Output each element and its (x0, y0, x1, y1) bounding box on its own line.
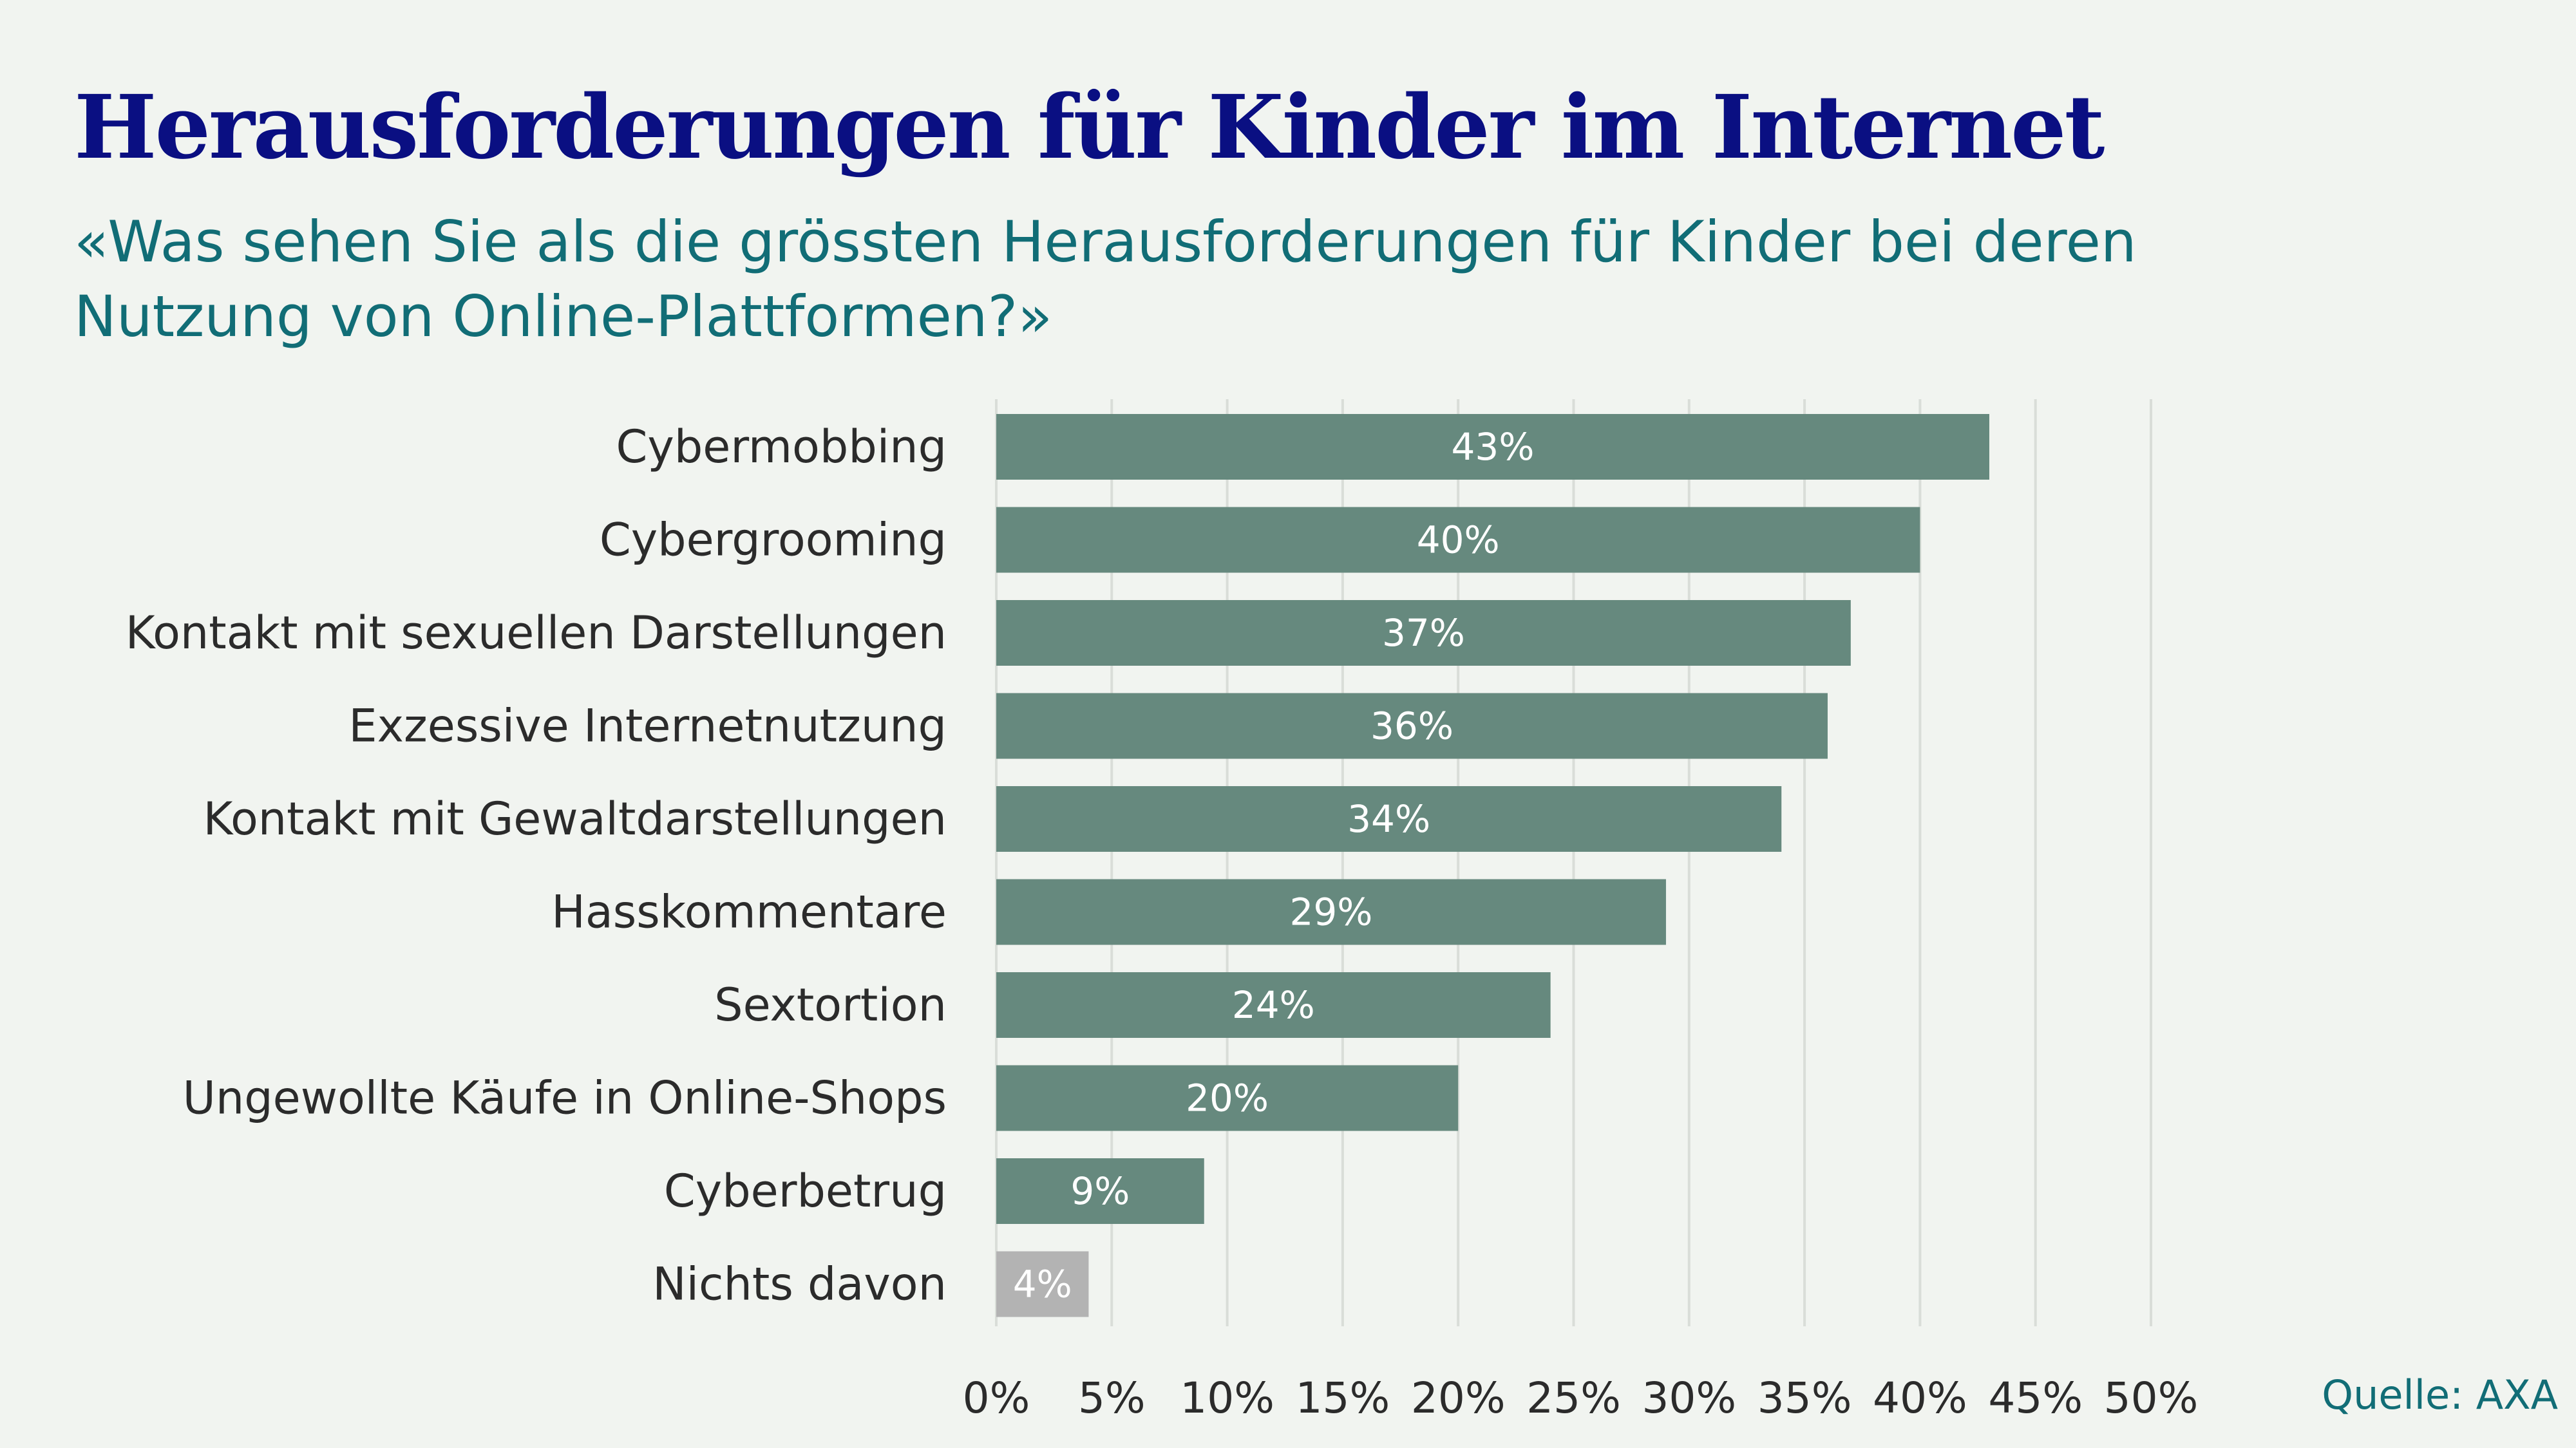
x-tick-label: 15% (1296, 1373, 1390, 1423)
x-tick-label: 10% (1180, 1373, 1274, 1423)
bar-value-label: 37% (1382, 611, 1465, 655)
category-labels: Cybermobbing Cybergrooming Kontakt mit sex… (126, 420, 947, 1311)
x-tick-label: 5% (1078, 1373, 1146, 1423)
x-tick-label: 30% (1642, 1373, 1736, 1423)
bar (996, 507, 1920, 573)
bar (996, 972, 1551, 1038)
bar (996, 786, 1782, 852)
bar-value-label: 40% (1417, 518, 1500, 562)
bar-value-label: 24% (1232, 983, 1315, 1027)
category-label: Cyberbetrug (664, 1165, 947, 1218)
category-label: Nichts davon (652, 1258, 947, 1311)
x-tick-label: 45% (1988, 1373, 2083, 1423)
category-label: Kontakt mit Gewaltdarstellungen (204, 793, 947, 845)
chart-title: Herausforderungen für Kinder im Internet (74, 76, 2105, 179)
bar (996, 414, 1989, 480)
source-note: Quelle: AXA (2322, 1371, 2558, 1418)
bar (996, 1065, 1459, 1131)
bar (996, 600, 1851, 666)
category-label: Cybermobbing (616, 420, 947, 473)
bar-value-label: 36% (1370, 704, 1454, 748)
category-label: Ungewollte Käufe in Online-Shops (183, 1072, 947, 1125)
category-label: Kontakt mit sexuellen Darstellungen (126, 606, 947, 659)
x-tick-label: 35% (1757, 1373, 1852, 1423)
bar-value-label: 29% (1290, 890, 1373, 934)
bar (996, 1251, 1089, 1317)
x-axis-ticks: 0% 5% 10% 15% 20% 25% 30% 35% 40% 45% 50% (963, 1373, 2199, 1423)
bar (996, 693, 1828, 759)
bar-value-label: 34% (1347, 797, 1430, 841)
bar-value-label: 4% (1013, 1263, 1072, 1306)
category-label: Hasskommentare (551, 886, 947, 939)
bar (996, 1158, 1204, 1224)
category-label: Sextortion (714, 979, 947, 1031)
bar (996, 879, 1666, 945)
bars: 43% 40% 37% 36% 34% 29% 24% 20% 9% 4% (996, 414, 1989, 1317)
x-tick-label: 25% (1526, 1373, 1621, 1423)
x-tick-label: 0% (963, 1373, 1030, 1423)
x-tick-label: 50% (2104, 1373, 2199, 1423)
x-tick-label: 40% (1873, 1373, 1967, 1423)
category-label: Cybergrooming (600, 514, 947, 567)
category-label: Exzessive Internetnutzung (348, 700, 947, 753)
bar-value-label: 20% (1186, 1077, 1269, 1120)
x-tick-label: 20% (1411, 1373, 1506, 1423)
bar-value-label: 43% (1452, 425, 1535, 469)
bar-value-label: 9% (1070, 1169, 1130, 1213)
chart-subtitle: «Was sehen Sie als die grössten Herausfo… (74, 209, 2137, 350)
